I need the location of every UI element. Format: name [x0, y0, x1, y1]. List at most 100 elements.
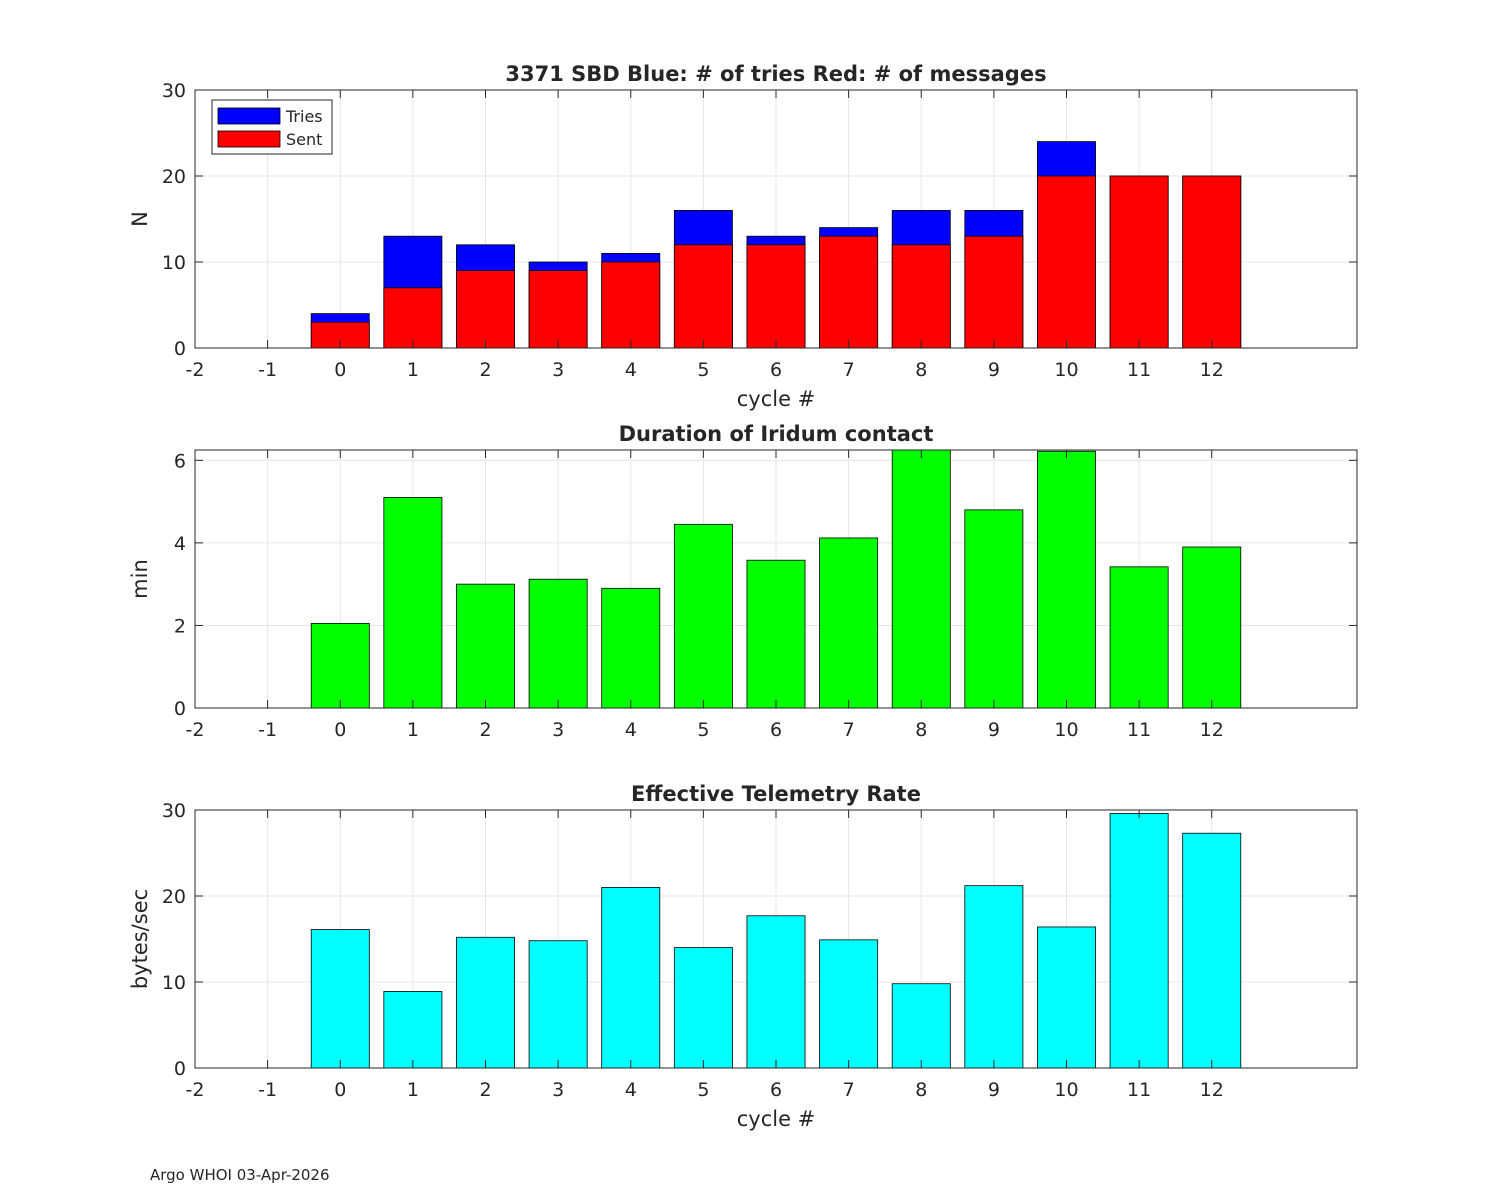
y-tick-label: 4 — [174, 533, 186, 555]
bar-rate-5 — [673, 947, 733, 1068]
x-tick-label: 7 — [843, 719, 855, 741]
bar-duration-11 — [1109, 566, 1169, 708]
bar-sent-9 — [964, 235, 1024, 348]
bar-duration-8 — [891, 450, 951, 708]
x-tick-label: 3 — [552, 359, 564, 381]
bar-duration-6 — [746, 559, 806, 708]
x-tick-label: 0 — [334, 1079, 346, 1101]
x-tick-label: 3 — [552, 1079, 564, 1101]
x-tick-label: 0 — [334, 719, 346, 741]
chart-title: 3371 SBD Blue: # of tries Red: # of mess… — [505, 62, 1046, 86]
footer-text: Argo WHOI 03-Apr-2026 — [150, 1166, 330, 1184]
x-tick-label: -1 — [258, 359, 277, 381]
bar-sent-8 — [891, 244, 951, 348]
x-tick-label: 9 — [988, 1079, 1000, 1101]
bar-rate-10 — [1037, 926, 1096, 1068]
x-tick-label: 10 — [1054, 359, 1078, 381]
x-tick-label: -1 — [258, 1079, 277, 1101]
bars — [310, 813, 1242, 1068]
y-tick-label: 0 — [174, 698, 186, 720]
bar-duration-2 — [456, 583, 515, 708]
x-tick-label: 8 — [915, 719, 927, 741]
x-tick-label: 6 — [770, 359, 782, 381]
bar-rate-8 — [891, 983, 951, 1068]
bar-sent-12 — [1182, 175, 1242, 348]
bar-sent-6 — [746, 244, 806, 348]
bar-duration-1 — [383, 497, 443, 708]
y-tick-label: 10 — [162, 972, 186, 994]
x-tick-label: 12 — [1200, 719, 1224, 741]
bar-rate-11 — [1109, 813, 1169, 1068]
x-tick-label: 1 — [407, 1079, 419, 1101]
bar-sent-7 — [819, 235, 879, 348]
y-tick-label: 30 — [162, 800, 186, 822]
x-tick-label: 7 — [843, 1079, 855, 1101]
x-tick-label: 1 — [407, 719, 419, 741]
y-tick-label: 20 — [162, 166, 186, 188]
x-axis-label: cycle # — [737, 387, 816, 411]
x-tick-label: 2 — [479, 359, 491, 381]
bar-rate-2 — [456, 936, 515, 1068]
x-tick-label: 12 — [1200, 359, 1224, 381]
x-tick-label: 9 — [988, 359, 1000, 381]
legend-label-tries: Tries — [285, 107, 323, 126]
y-tick-label: 0 — [174, 1058, 186, 1080]
bars — [310, 450, 1242, 708]
y-tick-label: 20 — [162, 886, 186, 908]
x-tick-label: 4 — [625, 719, 637, 741]
x-tick-label: 5 — [697, 359, 709, 381]
bar-sent-10 — [1037, 175, 1096, 348]
bar-rate-0 — [310, 929, 370, 1068]
legend-label-sent: Sent — [286, 130, 322, 149]
x-tick-label: -2 — [186, 719, 205, 741]
x-tick-label: 5 — [697, 1079, 709, 1101]
x-tick-label: 6 — [770, 1079, 782, 1101]
legend-swatch-sent — [217, 130, 281, 148]
x-tick-label: 2 — [479, 719, 491, 741]
bar-duration-12 — [1182, 546, 1242, 708]
bar-sent-11 — [1109, 175, 1169, 348]
x-tick-label: 4 — [625, 1079, 637, 1101]
bar-rate-4 — [601, 887, 661, 1068]
x-tick-label: 5 — [697, 719, 709, 741]
y-tick-label: 0 — [174, 338, 186, 360]
bar-sent-4 — [601, 261, 661, 348]
bar-duration-5 — [673, 523, 733, 708]
y-tick-label: 30 — [162, 80, 186, 102]
bar-duration-4 — [601, 587, 661, 708]
bar-rate-9 — [964, 885, 1024, 1068]
bar-duration-3 — [528, 578, 588, 708]
legend-swatch-tries — [217, 107, 281, 125]
y-tick-label: 10 — [162, 252, 186, 274]
y-axis-label: min — [128, 559, 152, 599]
x-tick-label: 10 — [1054, 1079, 1078, 1101]
x-tick-label: 0 — [334, 359, 346, 381]
bar-rate-12 — [1182, 832, 1242, 1068]
x-tick-label: 8 — [915, 359, 927, 381]
legend: Tries Sent — [211, 99, 333, 155]
bars — [310, 141, 1242, 348]
x-tick-label: 6 — [770, 719, 782, 741]
bar-duration-7 — [819, 537, 879, 708]
x-tick-label: 2 — [479, 1079, 491, 1101]
bar-duration-0 — [310, 622, 370, 708]
x-tick-label: -2 — [186, 359, 205, 381]
bar-rate-3 — [528, 940, 588, 1068]
y-tick-label: 2 — [174, 615, 186, 637]
y-tick-label: 6 — [174, 450, 186, 472]
chart-title: Duration of Iridum contact — [619, 422, 934, 446]
bar-rate-6 — [746, 915, 806, 1068]
x-tick-label: 11 — [1127, 1079, 1151, 1101]
x-tick-label: 11 — [1127, 719, 1151, 741]
bar-sent-1 — [383, 287, 443, 348]
chart-title: Effective Telemetry Rate — [631, 782, 921, 806]
x-tick-label: 9 — [988, 719, 1000, 741]
x-tick-label: 4 — [625, 359, 637, 381]
bar-rate-1 — [383, 991, 443, 1068]
bar-duration-10 — [1037, 450, 1096, 708]
x-tick-label: 10 — [1054, 719, 1078, 741]
